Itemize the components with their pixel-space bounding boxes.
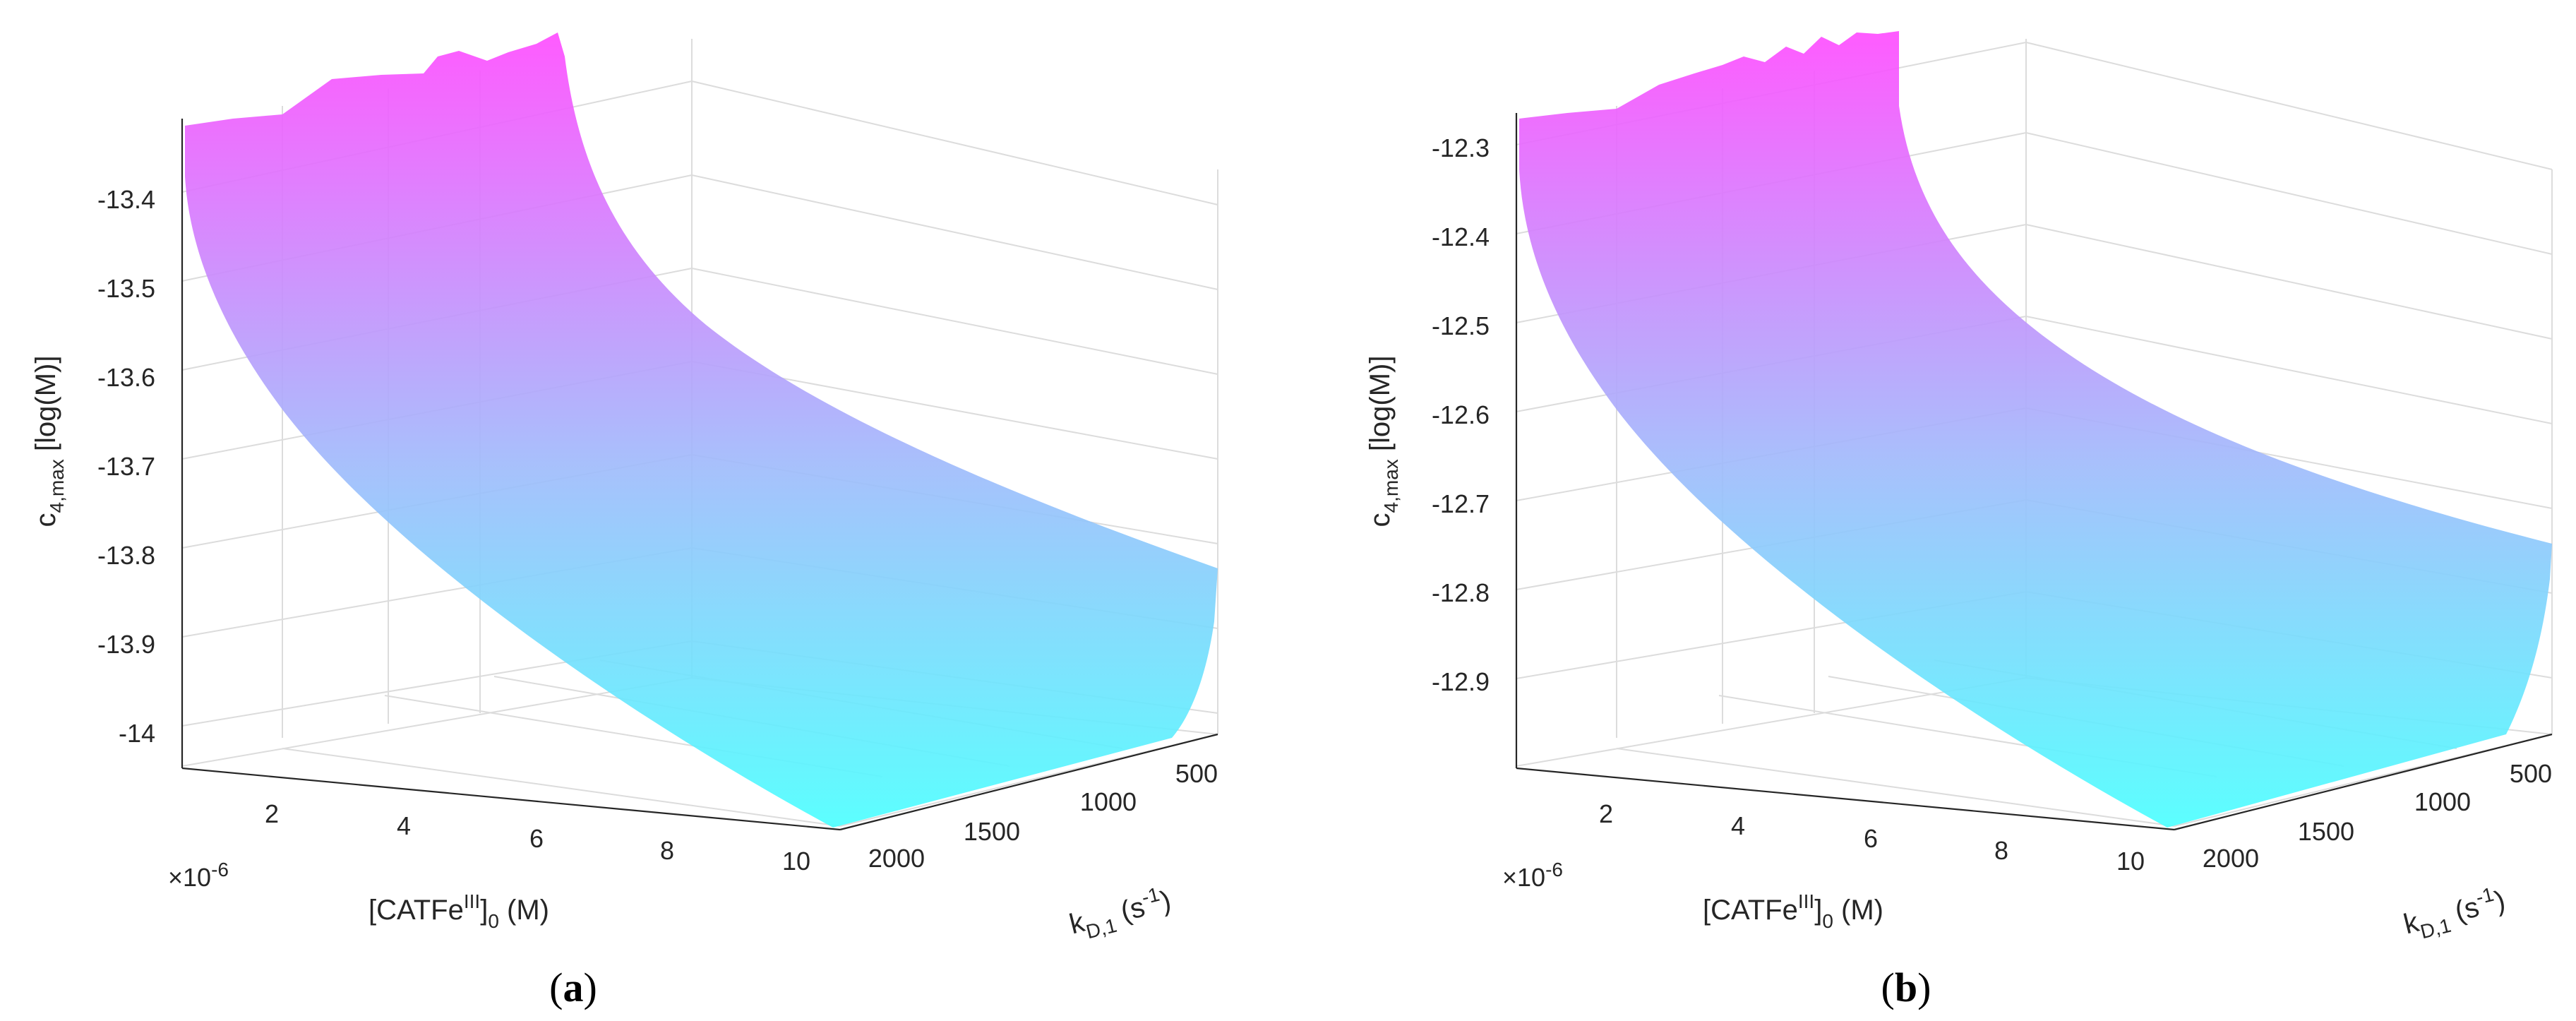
panel-b-z-tick-2: -12.4 bbox=[1432, 222, 1490, 251]
panel-a-z-tick-7: -14 bbox=[119, 719, 155, 748]
panel-b-y-axis bbox=[2174, 733, 2553, 831]
panel-b-y-tick-4: 2000 bbox=[2203, 844, 2259, 873]
panel-b-x-tick-3: 6 bbox=[1864, 824, 1878, 853]
panel-b-x-tick-2: 4 bbox=[1731, 811, 1745, 840]
panel-b-surface bbox=[1519, 31, 2552, 828]
panel-b-caption: (b) bbox=[1881, 965, 1931, 1010]
panel-b-z-tick-5: -12.7 bbox=[1432, 489, 1490, 518]
panel-a-x-exponent: ×10-6 bbox=[168, 859, 229, 892]
panel-a-y-tick-2: 1000 bbox=[1080, 787, 1137, 816]
panel-a-y-tick-1: 500 bbox=[1175, 759, 1218, 788]
panel-a-z-tick-3: -13.6 bbox=[97, 363, 155, 392]
panel-a-z-tick-2: -13.5 bbox=[97, 274, 155, 303]
panel-b-y-tick-2: 1000 bbox=[2414, 787, 2471, 816]
panel-b-x-tick-1: 2 bbox=[1599, 799, 1613, 828]
panel-a-y-tick-4: 2000 bbox=[868, 844, 925, 873]
panel-b-y-tick-1: 500 bbox=[2510, 759, 2552, 788]
panel-b-x-exponent: ×10-6 bbox=[1502, 859, 1563, 892]
panel-a: -13.4 -13.5 -13.6 -13.7 -13.8 -13.9 -14 … bbox=[30, 32, 1218, 1010]
panel-a-x-tick-4: 8 bbox=[660, 836, 674, 865]
panel-a-y-axis bbox=[839, 733, 1218, 831]
panel-b-x-tick-4: 8 bbox=[1994, 836, 2008, 865]
panel-a-caption: (a) bbox=[549, 965, 597, 1010]
panel-b-x-axis bbox=[1516, 767, 2175, 831]
panel-b-y-tick-3: 1500 bbox=[2298, 817, 2354, 846]
panel-b-z-label: c4,max [log(M)] bbox=[1365, 356, 1402, 527]
panel-a-x-tick-3: 6 bbox=[529, 824, 544, 853]
panel-a-x-tick-5: 10 bbox=[782, 847, 810, 876]
panel-a-z-tick-5: -13.8 bbox=[97, 541, 155, 570]
panel-a-x-label: [CATFeIII]0 (M) bbox=[369, 890, 549, 932]
panel-b-y-label: kD,1 (s-1) bbox=[2400, 881, 2510, 947]
panel-b-z-tick-4: -12.6 bbox=[1432, 400, 1490, 429]
panel-a-y-tick-3: 1500 bbox=[964, 817, 1020, 846]
panel-a-x-tick-1: 2 bbox=[265, 799, 279, 828]
panel-b-x-tick-5: 10 bbox=[2116, 847, 2145, 876]
panel-a-z-tick-4: -13.7 bbox=[97, 452, 155, 481]
panel-a-y-label: kD,1 (s-1) bbox=[1065, 881, 1175, 947]
panel-a-x-axis bbox=[181, 767, 841, 831]
panel-b: -12.3 -12.4 -12.5 -12.6 -12.7 -12.8 -12.… bbox=[1365, 31, 2553, 1010]
panel-a-surface bbox=[185, 32, 1218, 828]
panel-a-z-tick-6: -13.9 bbox=[97, 630, 155, 659]
panel-a-x-tick-2: 4 bbox=[397, 811, 411, 840]
panel-b-z-tick-6: -12.8 bbox=[1432, 578, 1490, 607]
panel-b-z-tick-3: -12.5 bbox=[1432, 311, 1490, 340]
panel-b-x-label: [CATFeIII]0 (M) bbox=[1703, 890, 1883, 932]
panel-a-z-tick-1: -13.4 bbox=[97, 185, 155, 214]
panel-a-z-label: c4,max [log(M)] bbox=[30, 356, 68, 527]
panel-b-z-tick-1: -12.3 bbox=[1432, 133, 1490, 162]
panel-b-z-tick-7: -12.9 bbox=[1432, 667, 1490, 696]
